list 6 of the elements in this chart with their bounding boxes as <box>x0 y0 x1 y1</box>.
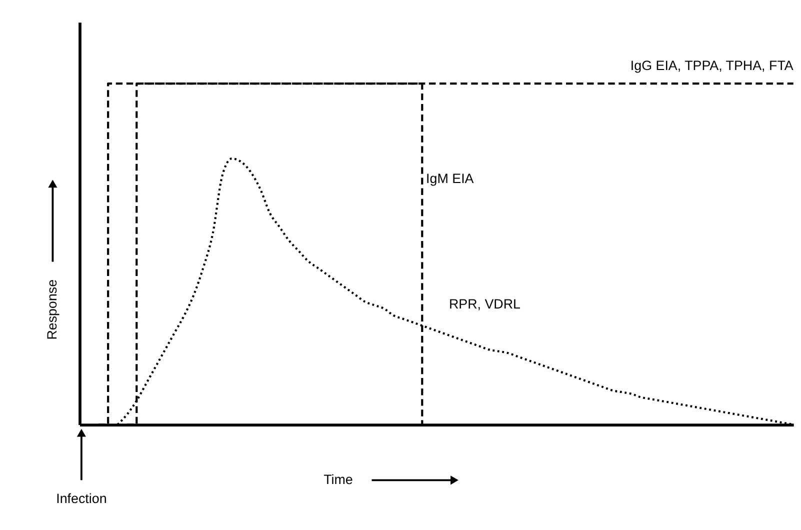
series-label: IgG EIA, TPPA, TPHA, FTA <box>630 58 794 74</box>
y-axis-title: Response <box>44 279 60 340</box>
series-label: IgM EIA <box>426 170 474 186</box>
text: Infection <box>56 491 107 506</box>
x-axis-title: Time <box>324 472 353 487</box>
series-label: RPR, VDRL <box>448 296 522 312</box>
